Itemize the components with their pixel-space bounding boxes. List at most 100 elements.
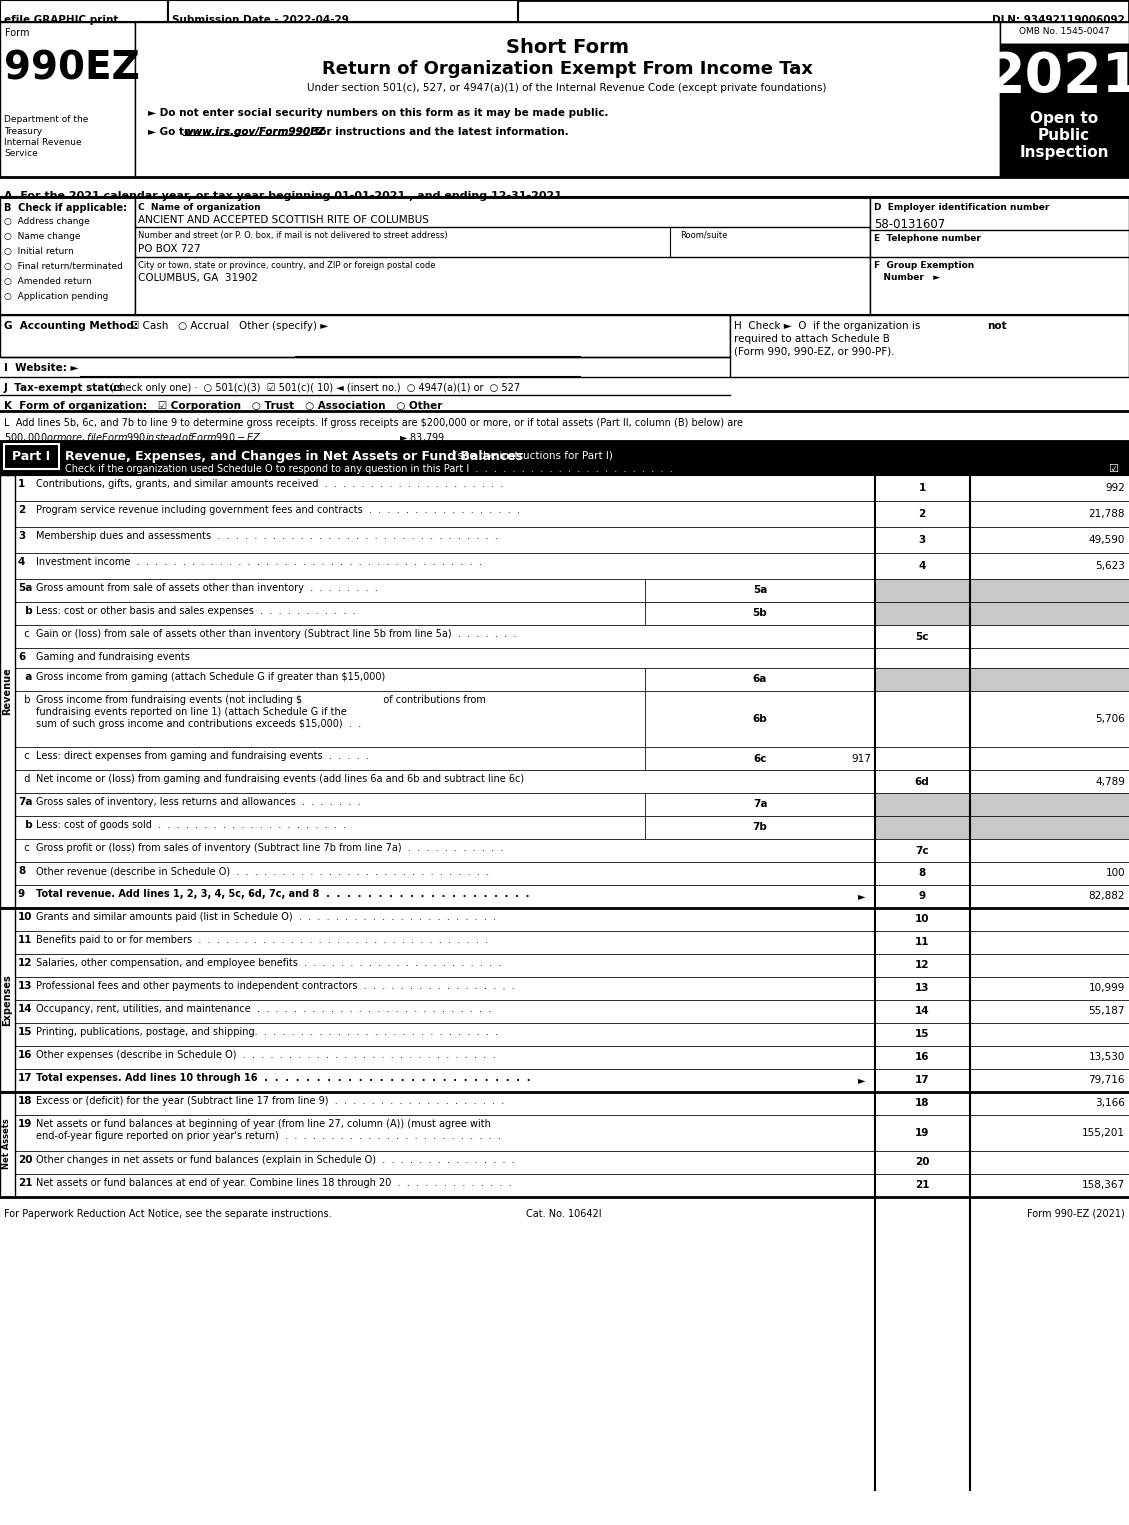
Text: 10,999: 10,999	[1088, 984, 1124, 993]
Text: 992: 992	[1105, 483, 1124, 493]
Bar	[970, 907, 1129, 930]
Text: 18: 18	[914, 1098, 929, 1109]
Bar	[970, 839, 1129, 862]
Text: Net Assets: Net Assets	[2, 1119, 11, 1170]
Bar	[15, 502, 875, 528]
Bar	[0, 197, 1129, 316]
Bar	[0, 441, 1129, 474]
Bar	[15, 474, 875, 502]
Bar	[970, 1023, 1129, 1046]
Text: Inspection: Inspection	[1019, 145, 1109, 160]
Text: 1: 1	[18, 479, 25, 490]
Bar	[875, 1092, 970, 1115]
Text: b: b	[18, 605, 33, 616]
Bar	[875, 580, 970, 602]
Bar	[15, 955, 875, 978]
Bar	[970, 668, 1129, 691]
Text: Cat. No. 10642I: Cat. No. 10642I	[526, 1209, 602, 1218]
Text: Less: direct expenses from gaming and fundraising events  .  .  .  .  .: Less: direct expenses from gaming and fu…	[36, 750, 369, 761]
Text: efile GRAPHIC print: efile GRAPHIC print	[5, 15, 119, 24]
Bar	[15, 747, 645, 770]
Bar	[645, 747, 875, 770]
Bar	[875, 884, 970, 907]
Bar	[970, 1000, 1129, 1023]
Bar	[970, 955, 1129, 978]
Bar	[645, 580, 875, 602]
Text: 158,367: 158,367	[1082, 1180, 1124, 1190]
Bar	[0, 0, 1129, 21]
Bar	[970, 502, 1129, 528]
Text: (Form 990, 990-EZ, or 990-PF).: (Form 990, 990-EZ, or 990-PF).	[734, 348, 894, 357]
Bar	[970, 816, 1129, 839]
Text: 14: 14	[914, 1006, 929, 1016]
Text: 11: 11	[914, 936, 929, 947]
Bar	[875, 668, 970, 691]
Bar	[870, 197, 1129, 316]
Bar	[15, 1000, 875, 1023]
Bar	[970, 1069, 1129, 1092]
Text: ☑: ☑	[1108, 464, 1118, 474]
Text: Number and street (or P. O. box, if mail is not delivered to street address): Number and street (or P. O. box, if mail…	[138, 230, 447, 239]
Text: c: c	[18, 750, 29, 761]
Bar	[168, 0, 518, 21]
Text: Total revenue. Add lines 1, 2, 3, 4, 5c, 6d, 7c, and 8  .  .  .  .  .  .  .  .  : Total revenue. Add lines 1, 2, 3, 4, 5c,…	[36, 889, 530, 900]
Text: www.irs.gov/Form990EZ: www.irs.gov/Form990EZ	[183, 127, 325, 137]
Bar	[15, 648, 875, 668]
Bar	[875, 1069, 970, 1092]
Text: 2021: 2021	[987, 50, 1129, 104]
Text: 1: 1	[918, 483, 926, 493]
Bar	[875, 691, 970, 747]
Text: 100: 100	[1105, 868, 1124, 878]
Text: ○  Name change: ○ Name change	[5, 232, 80, 241]
Text: 2: 2	[18, 505, 25, 515]
Text: J  Tax-exempt status: J Tax-exempt status	[5, 383, 124, 393]
Text: required to attach Schedule B: required to attach Schedule B	[734, 334, 890, 345]
Text: 13: 13	[914, 984, 929, 993]
Text: Part I: Part I	[12, 450, 50, 464]
Bar	[970, 1174, 1129, 1197]
Text: PO BOX 727: PO BOX 727	[138, 244, 201, 255]
Bar	[875, 862, 970, 884]
Bar	[875, 930, 970, 955]
Text: 990EZ: 990EZ	[5, 50, 140, 88]
Text: 19: 19	[914, 1128, 929, 1138]
Bar	[1000, 21, 1129, 44]
Text: ► Do not enter social security numbers on this form as it may be made public.: ► Do not enter social security numbers o…	[148, 108, 609, 117]
Text: www.irs.gov/Form990EZ: www.irs.gov/Form990EZ	[183, 127, 325, 137]
Text: c: c	[18, 843, 29, 852]
Bar	[15, 602, 645, 625]
Text: 16: 16	[914, 1052, 929, 1061]
Bar	[970, 930, 1129, 955]
Text: 79,716: 79,716	[1088, 1075, 1124, 1084]
Text: Gain or (loss) from sale of assets other than inventory (Subtract line 5b from l: Gain or (loss) from sale of assets other…	[36, 628, 516, 639]
Bar	[875, 528, 970, 554]
Text: OMB No. 1545-0047: OMB No. 1545-0047	[1018, 27, 1110, 37]
Text: K  Form of organization:   ☑ Corporation   ○ Trust   ○ Association   ○ Other: K Form of organization: ☑ Corporation ○ …	[5, 401, 443, 412]
Text: Other revenue (describe in Schedule O)  .  .  .  .  .  .  .  .  .  .  .  .  .  .: Other revenue (describe in Schedule O) .…	[36, 866, 489, 875]
Text: 18: 18	[18, 1096, 33, 1106]
Text: Investment income  .  .  .  .  .  .  .  .  .  .  .  .  .  .  .  .  .  .  .  .  .: Investment income . . . . . . . . . . . …	[36, 557, 482, 567]
Text: G  Accounting Method:: G Accounting Method:	[5, 320, 138, 331]
Bar	[970, 554, 1129, 580]
Text: 5c: 5c	[916, 631, 929, 642]
Bar	[0, 197, 135, 316]
Bar	[645, 793, 875, 816]
Text: 12: 12	[18, 958, 33, 968]
Text: 3,166: 3,166	[1095, 1098, 1124, 1109]
Bar	[875, 978, 970, 1000]
Text: 917: 917	[851, 753, 870, 764]
Bar	[875, 1000, 970, 1023]
Text: Benefits paid to or for members  .  .  .  .  .  .  .  .  .  .  .  .  .  .  .  . : Benefits paid to or for members . . . . …	[36, 935, 488, 945]
Text: 6: 6	[18, 653, 25, 662]
Bar	[15, 528, 875, 554]
Text: Revenue: Revenue	[2, 666, 12, 715]
Text: (check only one) ·  ○ 501(c)(3)  ☑ 501(c)( 10) ◄ (insert no.)  ○ 4947(a)(1) or  : (check only one) · ○ 501(c)(3) ☑ 501(c)(…	[110, 383, 520, 393]
Bar	[15, 930, 875, 955]
Bar	[0, 1092, 15, 1197]
Text: fundraising events reported on line 1) (attach Schedule G if the: fundraising events reported on line 1) (…	[36, 708, 347, 717]
Text: ○  Application pending: ○ Application pending	[5, 291, 108, 300]
Text: 5b: 5b	[753, 608, 768, 618]
Text: 21: 21	[18, 1177, 33, 1188]
Text: 17: 17	[914, 1075, 929, 1084]
Text: 6b: 6b	[753, 714, 768, 724]
